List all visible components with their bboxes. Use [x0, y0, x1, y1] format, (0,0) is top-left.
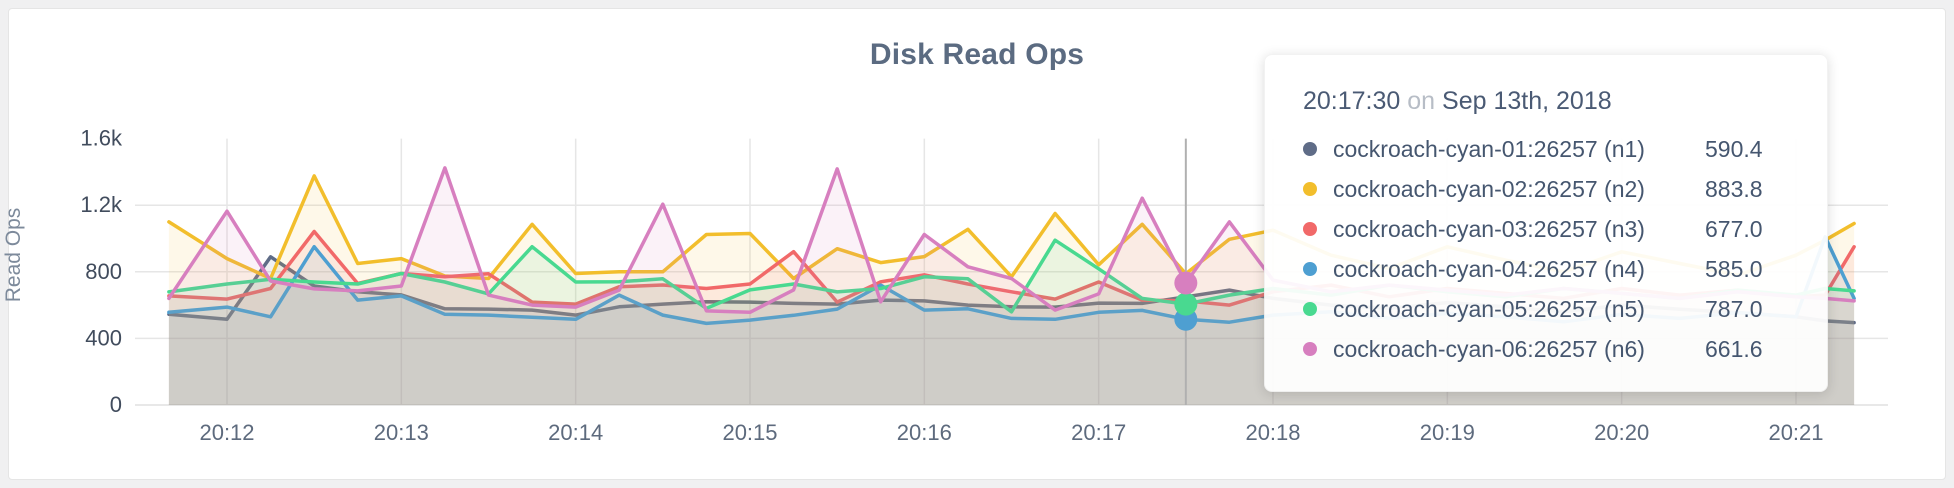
series-color-dot-n6: [1303, 342, 1317, 356]
tooltip-series-value: 787.0: [1705, 295, 1763, 322]
y-tick-label: 800: [85, 259, 122, 284]
x-tick-label: 20:20: [1594, 420, 1649, 445]
tooltip-series-label: cockroach-cyan-04:26257 (n4): [1333, 255, 1645, 282]
x-tick-label: 20:16: [897, 420, 952, 445]
x-tick-label: 20:12: [199, 420, 254, 445]
tooltip-header: 20:17:30 on Sep 13th, 2018: [1303, 85, 1789, 117]
y-tick-label: 0: [110, 392, 122, 417]
tooltip-row-n3: cockroach-cyan-03:26257 (n3) 677.0: [1303, 209, 1789, 249]
series-color-dot-n1: [1303, 142, 1317, 156]
tooltip-series-label: cockroach-cyan-06:26257 (n6): [1333, 335, 1645, 362]
y-tick-label: 1.2k: [80, 192, 123, 217]
tooltip-series-value: 585.0: [1705, 255, 1763, 282]
series-color-dot-n2: [1303, 182, 1317, 196]
series-color-dot-n5: [1303, 302, 1317, 316]
tooltip-series-value: 677.0: [1705, 215, 1763, 242]
y-tick-label: 400: [85, 325, 122, 350]
hover-dot-n5: [1174, 292, 1198, 316]
x-tick-label: 20:17: [1071, 420, 1126, 445]
tooltip-conjunction: on: [1407, 87, 1436, 115]
tooltip-date: Sep 13th, 2018: [1442, 87, 1612, 115]
tooltip-series-label: cockroach-cyan-01:26257 (n1): [1333, 135, 1645, 162]
tooltip-series-value: 590.4: [1705, 135, 1763, 162]
series-color-dot-n4: [1303, 262, 1317, 276]
x-tick-label: 20:21: [1768, 420, 1823, 445]
tooltip-series-label: cockroach-cyan-02:26257 (n2): [1333, 175, 1645, 202]
tooltip-row-n5: cockroach-cyan-05:26257 (n5) 787.0: [1303, 289, 1789, 329]
tooltip-row-n2: cockroach-cyan-02:26257 (n2) 883.8: [1303, 169, 1789, 209]
tooltip-row-n1: cockroach-cyan-01:26257 (n1) 590.4: [1303, 129, 1789, 169]
x-tick-label: 20:15: [722, 420, 777, 445]
x-tick-label: 20:19: [1420, 420, 1475, 445]
hover-tooltip: 20:17:30 on Sep 13th, 2018 cockroach-cya…: [1264, 54, 1828, 392]
tooltip-series-value: 883.8: [1705, 175, 1763, 202]
tooltip-series-label: cockroach-cyan-05:26257 (n5): [1333, 295, 1645, 322]
series-color-dot-n3: [1303, 222, 1317, 236]
chart-title: Disk Read Ops: [869, 38, 1085, 71]
tooltip-row-n4: cockroach-cyan-04:26257 (n4) 585.0: [1303, 249, 1789, 289]
hover-dot-n6: [1174, 271, 1198, 295]
tooltip-series-label: cockroach-cyan-03:26257 (n3): [1333, 215, 1645, 242]
x-tick-label: 20:14: [548, 420, 603, 445]
tooltip-series-value: 661.6: [1705, 335, 1763, 362]
x-tick-label: 20:13: [374, 420, 429, 445]
tooltip-time: 20:17:30: [1303, 87, 1401, 115]
x-tick-label: 20:18: [1245, 420, 1300, 445]
tooltip-row-n6: cockroach-cyan-06:26257 (n6) 661.6: [1303, 329, 1789, 369]
y-tick-label: 1.6k: [80, 126, 123, 151]
